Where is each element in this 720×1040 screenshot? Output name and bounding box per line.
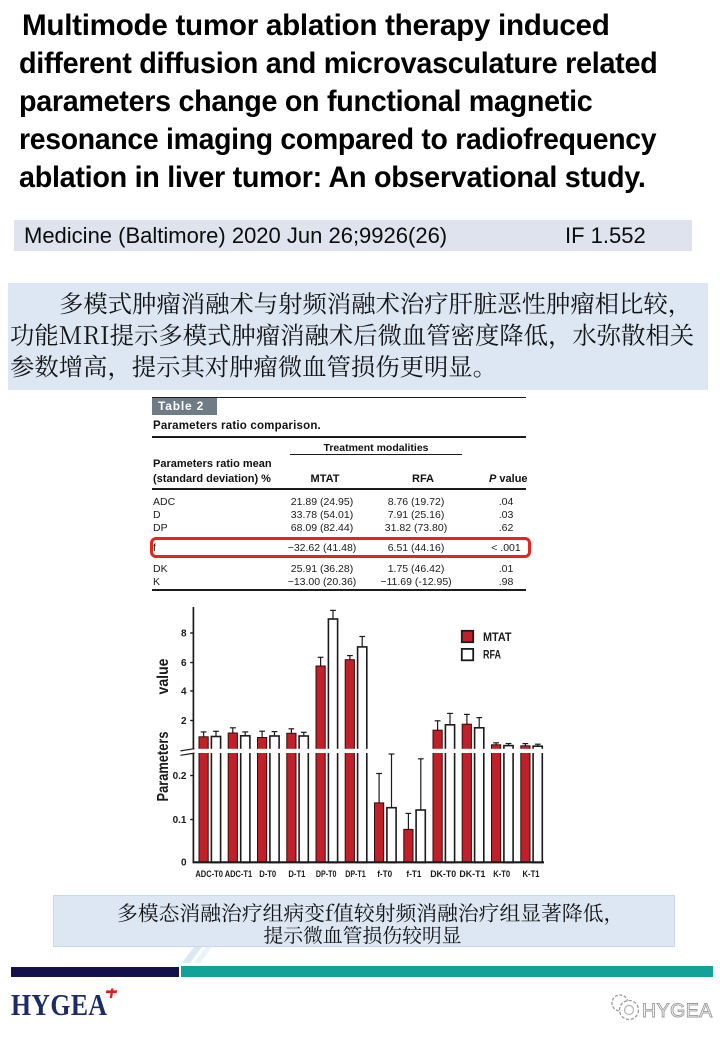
svg-text:8: 8 [181, 629, 187, 640]
svg-text:Parameters: Parameters [155, 731, 172, 801]
svg-text:DP-T1: DP-T1 [345, 869, 366, 880]
svg-text:f-T1: f-T1 [406, 869, 422, 880]
svg-text:DK-T1: DK-T1 [459, 869, 486, 880]
svg-text:DP-T0: DP-T0 [316, 869, 337, 880]
svg-text:0: 0 [181, 858, 187, 869]
svg-text:MTAT: MTAT [483, 630, 512, 644]
svg-text:D-T1: D-T1 [288, 869, 306, 880]
svg-text:RFA: RFA [483, 648, 501, 662]
svg-text:ADC-T1: ADC-T1 [225, 869, 253, 880]
svg-text:0.2: 0.2 [173, 771, 187, 782]
svg-text:value: value [155, 658, 172, 694]
svg-text:DK-T0: DK-T0 [430, 869, 456, 880]
svg-text:ADC-T0: ADC-T0 [195, 869, 223, 880]
svg-text:D-T0: D-T0 [259, 869, 276, 880]
svg-text:K-T1: K-T1 [523, 869, 541, 880]
svg-text:K-T0: K-T0 [493, 869, 510, 880]
svg-text:6: 6 [181, 658, 187, 669]
svg-text:f-T0: f-T0 [377, 869, 392, 880]
svg-text:4: 4 [181, 687, 187, 698]
svg-text:0.1: 0.1 [173, 815, 187, 826]
svg-text:2: 2 [181, 716, 187, 727]
